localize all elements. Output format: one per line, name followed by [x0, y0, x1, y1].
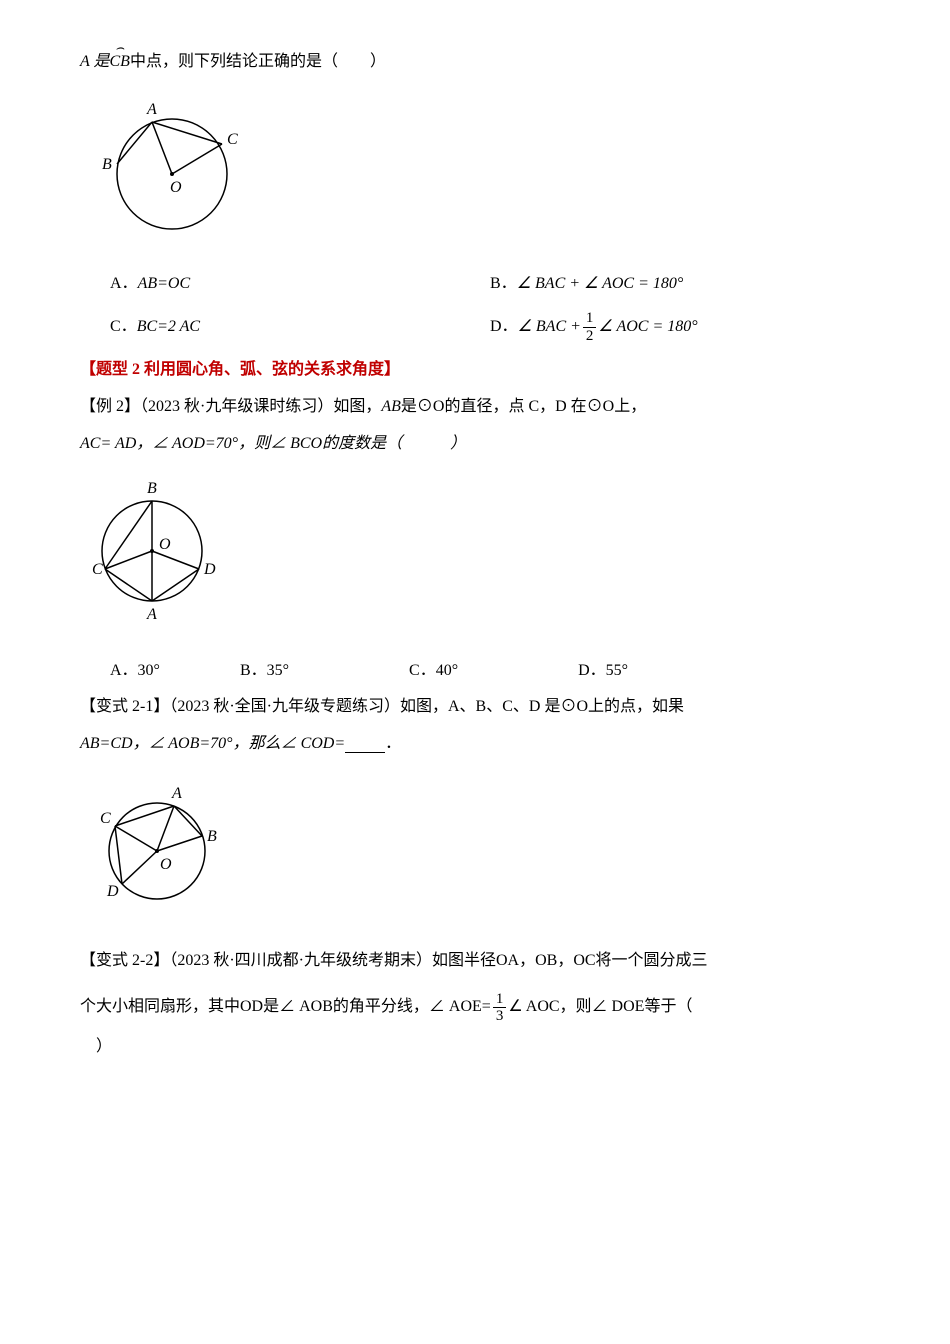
- q1-B-label: B．: [490, 270, 517, 299]
- ex2-opt-A: A．30°: [110, 657, 160, 686]
- ex2-options: A．30° B．35° C．40° D．55°: [80, 657, 870, 686]
- v21-line2: AB=CD，∠ AOB=70°，那么∠ COD= ．: [80, 730, 870, 759]
- fig1-label-A: A: [146, 101, 157, 118]
- fig3-O: O: [160, 856, 172, 873]
- q1-D-den: 2: [583, 328, 597, 345]
- ex2-line2a: AC= AD，∠ AOD=70°，则∠ BCO的度数是（ ）: [80, 430, 466, 459]
- fig2-A: A: [146, 606, 157, 623]
- ex2-mid2: 是⊙O的直径，点 C，D 在⊙O上，: [401, 393, 646, 422]
- q1-options-row1: A． AB=OC B． ∠ BAC + ∠ AOC = 180°: [80, 270, 870, 299]
- q1-A-label: A．: [110, 270, 138, 299]
- q1-D-pre: ∠ BAC +: [518, 313, 581, 342]
- fig3-C: C: [100, 810, 111, 827]
- figure-1: A C B O: [92, 89, 870, 250]
- q1-D-label: D．: [490, 313, 518, 342]
- v21-dot: ．: [385, 730, 401, 759]
- q1-opt-D: D． ∠ BAC + 1 2 ∠ AOC = 180°: [490, 310, 810, 344]
- v22-line2-post: ∠ AOC，则∠ DOE等于（: [508, 993, 692, 1022]
- v21-blank: [345, 737, 385, 753]
- intro-prefix: A 是: [80, 48, 110, 77]
- figure-2-svg: B O C D A: [92, 471, 222, 626]
- fig1-label-C: C: [227, 131, 238, 148]
- v22-den: 3: [493, 1008, 507, 1025]
- ex2-pre: 【例 2】（2023 秋·九年级课时练习）如图，: [80, 393, 381, 422]
- ex2-line2: AC= AD，∠ AOD=70°，则∠ BCO的度数是（ ）: [80, 430, 870, 459]
- q1-A-text: AB=OC: [138, 270, 191, 299]
- fig1-label-O: O: [170, 179, 182, 196]
- fig2-O: O: [159, 536, 171, 553]
- ex2-opt-C: C．40°: [409, 657, 458, 686]
- ex2-opt-B: B．35°: [240, 657, 289, 686]
- type2-heading: 【题型 2 利用圆心角、弧、弦的关系求角度】: [80, 356, 870, 385]
- q1-D-frac: 1 2: [583, 310, 597, 344]
- figure-2: B O C D A: [92, 471, 870, 637]
- q1-opt-C: C． BC=2 AC: [110, 310, 430, 344]
- intro-suffix: 中点，则下列结论正确的是（ ）: [130, 48, 386, 77]
- q1-opt-A: A． AB=OC: [110, 270, 430, 299]
- intro-arc: CB: [110, 48, 130, 77]
- q1-opt-B: B． ∠ BAC + ∠ AOC = 180°: [490, 270, 810, 299]
- v22-line2: 个大小相同扇形，其中OD是∠ AOB的角平分线，∠ AOE= 1 3 ∠ AOC…: [80, 991, 870, 1025]
- fig3-D: D: [106, 883, 119, 900]
- v22-num: 1: [493, 991, 507, 1009]
- q1-options-row2: C． BC=2 AC D． ∠ BAC + 1 2 ∠ AOC = 180°: [80, 310, 870, 344]
- figure-3-svg: A B C D O: [92, 771, 242, 916]
- ex2-opt-D: D．55°: [578, 657, 628, 686]
- q1-C-text: BC=2 AC: [137, 313, 200, 342]
- q1-D-num: 1: [583, 310, 597, 328]
- figure-3: A B C D O: [92, 771, 870, 927]
- fig2-C: C: [92, 561, 103, 578]
- q1-C-label: C．: [110, 313, 137, 342]
- v22-frac: 1 3: [493, 991, 507, 1025]
- fig3-A: A: [171, 785, 182, 802]
- figure-1-svg: A C B O: [92, 89, 252, 239]
- v22-line2-pre: 个大小相同扇形，其中OD是∠ AOB的角平分线，∠ AOE=: [80, 993, 491, 1022]
- v22-line3: ）: [80, 1033, 870, 1062]
- q1-B-text: ∠ BAC + ∠ AOC = 180°: [517, 270, 684, 299]
- ex2-mid1: AB: [381, 393, 401, 422]
- fig2-B: B: [147, 480, 157, 497]
- v21-pre: 【变式 2-1】（2023 秋·全国·九年级专题练习）如图，A、B、C、D 是⊙…: [80, 693, 684, 722]
- fig3-B: B: [207, 828, 217, 845]
- v22-line1: 【变式 2-2】（2023 秋·四川成都·九年级统考期末）如图半径OA，OB，O…: [80, 947, 870, 976]
- fig2-D: D: [203, 561, 216, 578]
- ex2-line1: 【例 2】（2023 秋·九年级课时练习）如图， AB 是⊙O的直径，点 C，D…: [80, 393, 870, 422]
- fig1-label-B: B: [102, 156, 112, 173]
- intro-line: A 是 CB 中点，则下列结论正确的是（ ）: [80, 48, 870, 77]
- q1-D-post: ∠ AOC = 180°: [598, 313, 697, 342]
- v21-line2-pre: AB=CD，∠ AOB=70°，那么∠ COD=: [80, 730, 345, 759]
- v21-line1: 【变式 2-1】（2023 秋·全国·九年级专题练习）如图，A、B、C、D 是⊙…: [80, 693, 870, 722]
